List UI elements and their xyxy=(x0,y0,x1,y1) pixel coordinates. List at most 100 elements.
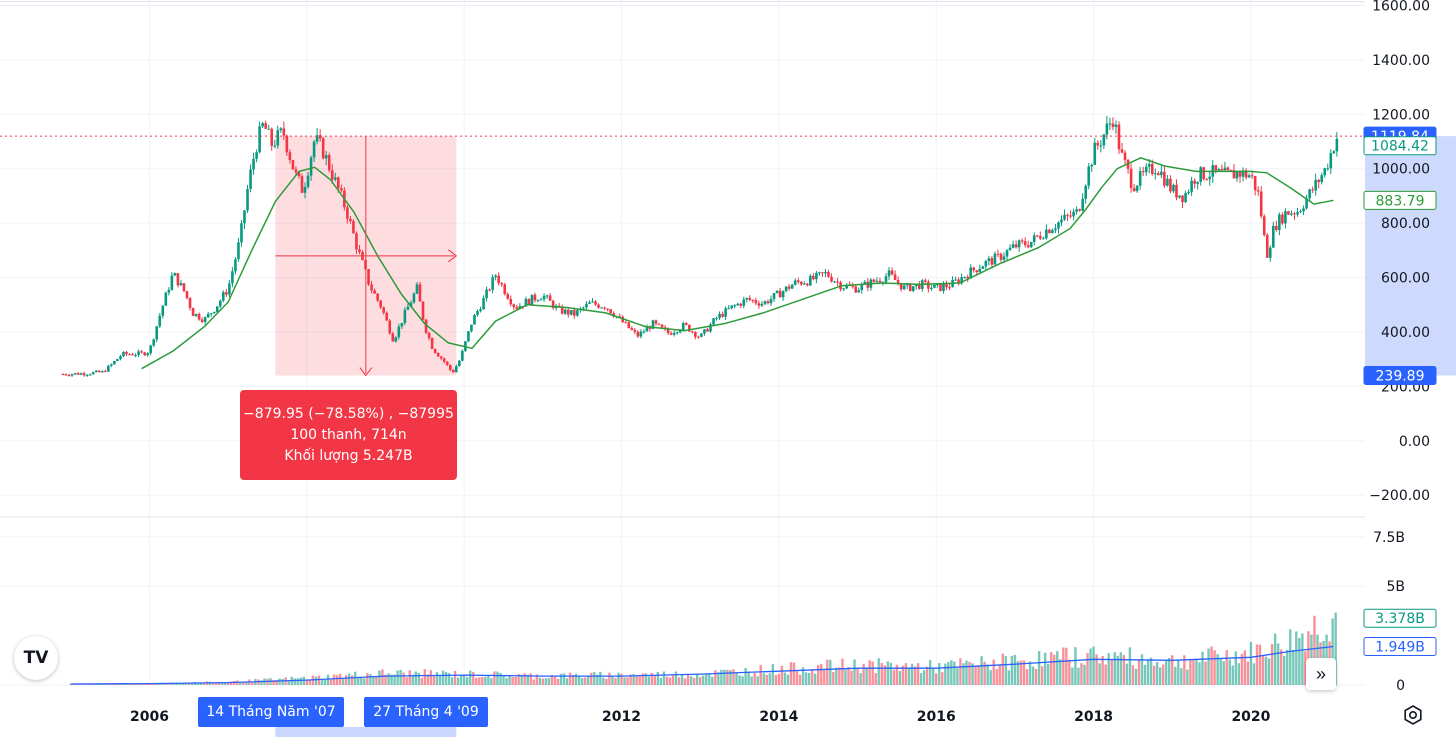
volume-bar xyxy=(429,670,433,685)
candle-body xyxy=(657,323,661,325)
volume-bar xyxy=(526,674,529,685)
settings-button[interactable] xyxy=(1400,702,1426,728)
volume-bar xyxy=(1304,651,1307,685)
volume-bar xyxy=(1059,659,1062,685)
volume-bar xyxy=(907,667,911,685)
candle-body xyxy=(206,313,210,318)
candle-body xyxy=(288,152,292,161)
candle-body xyxy=(1250,175,1254,177)
volume-bar xyxy=(550,674,554,685)
candle-body xyxy=(218,300,222,307)
tradingview-logo[interactable]: TV xyxy=(14,636,58,680)
candle-body xyxy=(981,266,985,269)
candle-body xyxy=(1063,214,1066,220)
candle-body xyxy=(730,305,733,309)
scroll-to-realtime-button[interactable]: » xyxy=(1306,658,1336,690)
candle-body xyxy=(630,328,634,330)
volume-bar xyxy=(605,678,608,685)
volume-bar xyxy=(405,677,408,685)
volume-bar xyxy=(299,677,302,685)
candle-body xyxy=(957,279,960,284)
candle-body xyxy=(978,268,982,273)
candle-body xyxy=(827,271,830,277)
candle-body xyxy=(212,311,216,314)
volume-axis: 7.5B 5B 0 xyxy=(1373,530,1405,694)
volume-bar xyxy=(332,674,336,685)
price-tick-label: −200.00 xyxy=(1369,488,1430,504)
volume-bar xyxy=(211,683,215,685)
candle-body xyxy=(787,286,791,289)
candle-body xyxy=(1293,213,1296,215)
volume-bar xyxy=(278,678,281,685)
candle-body xyxy=(400,322,404,327)
volume-bar xyxy=(1161,664,1165,685)
volume-bar xyxy=(329,679,333,685)
candle-body xyxy=(887,270,891,277)
volume-bar xyxy=(611,676,614,685)
volume-bar xyxy=(466,677,469,685)
candle-body xyxy=(225,292,228,295)
price-badge xyxy=(1363,608,1437,628)
candle-body xyxy=(706,329,709,332)
volume-bar xyxy=(426,674,430,685)
volume-bar xyxy=(1273,633,1277,685)
volume-bar xyxy=(1028,661,1032,685)
volume-bar xyxy=(950,660,953,685)
candle-body xyxy=(533,294,537,301)
volume-bar xyxy=(1301,633,1304,685)
candle-body xyxy=(327,155,331,171)
volume-bar xyxy=(1267,658,1271,685)
volume-bar xyxy=(1089,648,1092,685)
volume-bar xyxy=(1022,660,1026,685)
volume-bar xyxy=(1004,655,1008,685)
candle-body xyxy=(1320,175,1324,183)
volume-bar xyxy=(801,667,805,685)
price-badge xyxy=(1363,190,1437,210)
volume-bar xyxy=(535,674,539,685)
candle-body xyxy=(591,301,594,303)
candle-body xyxy=(972,267,976,271)
candle-body xyxy=(721,313,724,317)
volume-bar xyxy=(804,672,808,685)
candle-body xyxy=(742,299,746,306)
candle-body xyxy=(1302,208,1305,212)
candle-body xyxy=(863,281,867,285)
candle-body xyxy=(300,176,304,193)
volume-bar xyxy=(1201,651,1204,685)
candle-body xyxy=(1014,244,1018,248)
candle-body xyxy=(987,258,991,261)
volume-bar xyxy=(1031,666,1035,685)
candle-body xyxy=(182,283,186,292)
volume-bar xyxy=(190,683,194,685)
candle-body xyxy=(439,356,443,359)
volume-bar xyxy=(538,677,542,685)
candle-body xyxy=(896,279,900,284)
candle-body xyxy=(1099,145,1103,147)
candle-body xyxy=(545,295,549,297)
volume-bar xyxy=(1286,649,1289,685)
volume-bar xyxy=(692,677,696,685)
volume-bar xyxy=(662,671,666,685)
candle-body xyxy=(860,284,864,291)
candle-body xyxy=(476,311,479,315)
candle-body xyxy=(715,317,718,319)
volume-bar xyxy=(977,665,980,685)
volume-bar xyxy=(384,674,387,685)
candle-body xyxy=(137,351,140,356)
volume-bar xyxy=(1195,658,1198,685)
candle-body xyxy=(573,310,576,316)
candle-body xyxy=(1262,216,1266,235)
volume-bar xyxy=(381,669,384,685)
candle-body xyxy=(1144,166,1148,173)
candle-body xyxy=(358,249,361,253)
volume-bar xyxy=(714,670,717,685)
candle-body xyxy=(651,320,655,329)
volume-bar xyxy=(783,672,787,685)
price-badge xyxy=(1363,366,1437,386)
volume-bar xyxy=(910,663,914,685)
candle-body xyxy=(104,371,107,373)
candle-body xyxy=(648,327,652,329)
volume-bar xyxy=(941,672,944,685)
volume-bar xyxy=(369,674,372,685)
